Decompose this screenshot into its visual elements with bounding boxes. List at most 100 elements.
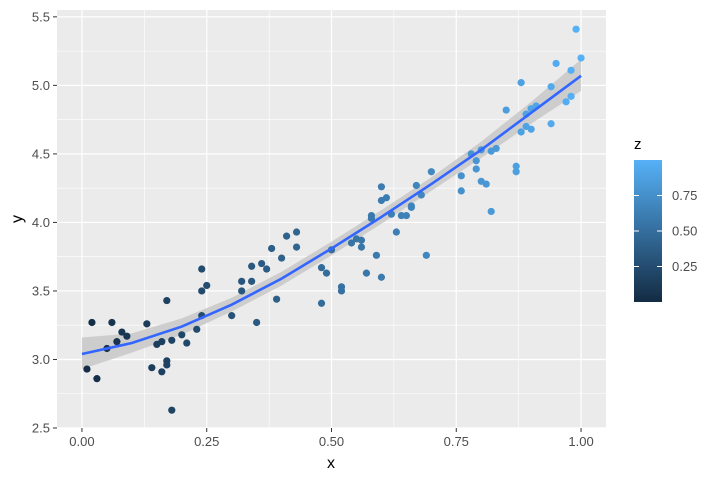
confidence-band	[81, 59, 582, 370]
legend-title: z	[634, 136, 642, 153]
data-point	[517, 128, 525, 136]
y-tick-label: 3.0	[32, 352, 50, 367]
data-point	[317, 299, 326, 307]
data-point	[158, 338, 166, 346]
data-point	[422, 251, 430, 259]
data-point	[108, 318, 116, 327]
data-point	[268, 244, 276, 253]
data-point	[567, 66, 575, 74]
data-point	[178, 331, 186, 339]
data-point	[402, 211, 410, 220]
data-point	[397, 211, 405, 220]
data-point	[148, 364, 156, 372]
color-legend: z 0.25 0.50 0.75	[634, 136, 697, 302]
x-tick-label: 0.50	[319, 434, 344, 449]
data-point	[577, 54, 585, 62]
data-point	[317, 264, 326, 272]
x-tick-label: 0.25	[194, 434, 219, 449]
data-point	[158, 368, 166, 376]
data-points	[83, 25, 585, 414]
y-tick-label: 5.0	[32, 78, 50, 93]
data-point	[457, 172, 465, 180]
y-axis-title: y	[9, 215, 26, 223]
smooth-line	[81, 74, 582, 356]
data-point	[502, 106, 510, 114]
legend-tick-label: 0.75	[672, 188, 697, 203]
x-tick-label: 0.75	[444, 434, 469, 449]
data-point	[118, 328, 126, 336]
data-point	[357, 243, 366, 251]
data-point	[552, 59, 560, 68]
data-point	[263, 265, 271, 273]
data-point	[392, 228, 400, 236]
data-point	[512, 162, 520, 170]
y-tick-label: 4.5	[32, 146, 50, 161]
data-point	[88, 318, 96, 327]
data-point	[322, 269, 331, 277]
data-point	[198, 287, 206, 295]
data-point	[292, 243, 301, 251]
data-point	[163, 296, 171, 305]
data-point	[238, 287, 246, 295]
data-point	[203, 281, 211, 290]
x-axis-title: x	[327, 455, 335, 472]
data-point	[163, 361, 171, 369]
data-point	[382, 194, 390, 202]
y-tick-label: 4.0	[32, 215, 50, 230]
data-point	[372, 251, 381, 259]
data-point	[198, 265, 206, 273]
data-point	[572, 25, 580, 33]
legend-tick-label: 0.25	[672, 259, 697, 274]
data-point	[457, 187, 465, 195]
data-point	[93, 375, 101, 383]
x-tick-label: 0.00	[69, 434, 94, 449]
data-point	[377, 183, 386, 191]
y-axis: 2.5 3.0 3.5 4.0 4.5 5.0 5.5	[32, 9, 57, 436]
x-axis: 0.00 0.25 0.50 0.75 1.00	[69, 428, 594, 449]
x-tick-label: 1.00	[568, 434, 593, 449]
data-point	[547, 120, 555, 128]
data-point	[472, 165, 480, 173]
data-point	[168, 336, 176, 344]
data-point	[168, 406, 176, 414]
y-tick-label: 3.5	[32, 283, 50, 298]
data-point	[238, 277, 246, 285]
data-point	[347, 239, 356, 247]
data-point	[357, 236, 366, 244]
data-point	[427, 168, 435, 176]
data-point	[337, 283, 346, 291]
data-point	[527, 125, 535, 133]
data-point	[273, 295, 281, 303]
data-point	[377, 273, 386, 281]
data-point	[258, 259, 266, 268]
data-point	[487, 207, 495, 216]
data-point	[253, 318, 261, 327]
data-point	[292, 228, 301, 236]
legend-ticks: 0.25 0.50 0.75	[634, 188, 697, 274]
legend-tick-label: 0.50	[672, 224, 697, 239]
data-point	[567, 92, 575, 100]
data-point	[472, 157, 480, 165]
data-point	[228, 312, 236, 320]
data-point	[367, 211, 376, 220]
data-point	[282, 232, 291, 240]
data-point	[562, 98, 570, 106]
data-point	[512, 168, 520, 176]
data-point	[193, 325, 201, 333]
data-point	[123, 332, 131, 340]
data-point	[143, 320, 151, 328]
y-tick-label: 5.5	[32, 9, 50, 24]
y-tick-label: 2.5	[32, 421, 50, 436]
data-point	[113, 338, 121, 346]
data-point	[482, 180, 490, 188]
data-point	[183, 339, 191, 347]
data-point	[492, 144, 500, 153]
data-point	[407, 203, 415, 211]
data-point	[83, 365, 91, 373]
data-point	[517, 79, 525, 87]
data-point	[362, 269, 371, 277]
data-point	[412, 181, 420, 190]
data-point	[547, 83, 555, 91]
data-point	[248, 262, 256, 270]
